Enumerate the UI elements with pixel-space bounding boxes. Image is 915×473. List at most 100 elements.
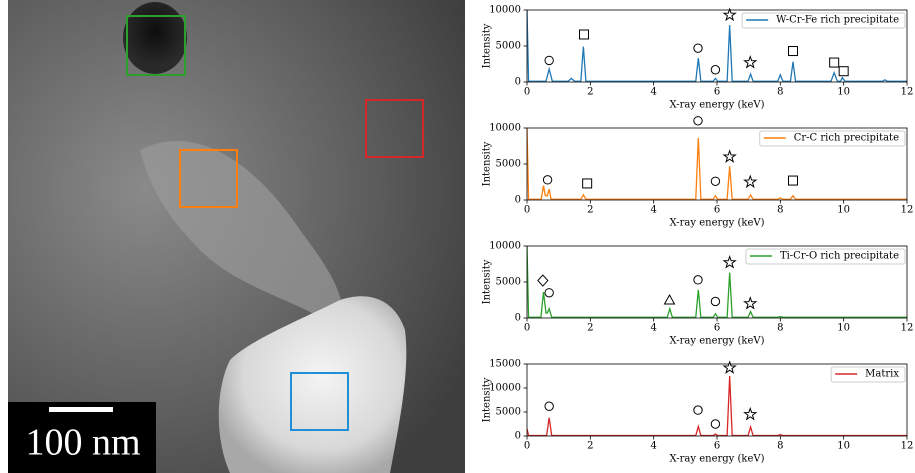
y-tick-label: 10000 [489, 5, 521, 16]
x-tick-label: 12 [901, 323, 914, 334]
legend-box [745, 248, 906, 265]
y-axis-label: Intensity [482, 259, 493, 304]
x-axis-label: X-ray energy (keV) [670, 100, 765, 111]
x-tick-label: 10 [837, 323, 850, 334]
legend-label: Cr-C rich precipitate [794, 133, 899, 144]
x-tick-label: 0 [524, 441, 530, 452]
region-box [126, 15, 186, 76]
x-tick-label: 10 [837, 441, 850, 452]
x-axis-label: X-ray energy (keV) [670, 454, 765, 465]
marker-circle [544, 55, 554, 66]
y-tick-label: 10000 [489, 383, 521, 394]
x-axis-label: X-ray energy (keV) [670, 336, 765, 347]
y-tick-label: 5000 [496, 41, 521, 52]
scale-bar-box [8, 402, 156, 473]
marker-circle [693, 405, 703, 415]
panel: 0 2 4 6 8 10 12 0 5000 10000 X-ray energy (keV) Int… [482, 241, 914, 347]
spectrum-line [527, 10, 907, 82]
panel: 0 2 4 6 8 10 12 0 5000 10000 X-ray energy (keV) Int… [482, 5, 914, 111]
marker-circle [542, 175, 553, 185]
marker-circle [710, 176, 721, 186]
y-axis-label: Intensity [482, 141, 493, 186]
marker-circle [693, 43, 703, 53]
marker-star [722, 149, 737, 163]
x-tick-label: 2 [587, 205, 593, 216]
legend-label: W-Cr-Fe rich precipitate [776, 15, 899, 26]
marker-circle [710, 296, 721, 307]
legend-label: Matrix [865, 369, 899, 380]
marker-star [722, 7, 737, 22]
panel: 0 2 4 6 8 10 12 0 5000 10000 X-ray energy (keV) Int… [482, 116, 913, 229]
x-tick-label: 0 [524, 323, 530, 334]
marker-square [582, 178, 593, 189]
scale-bar-label: 100 nm [25, 422, 140, 464]
marker-star [722, 360, 737, 374]
spectrum-line [527, 246, 907, 318]
marker-circle [710, 419, 721, 429]
spectrum-line [527, 128, 907, 200]
legend-box [830, 366, 906, 383]
y-tick-label: 10000 [489, 123, 521, 134]
x-tick-label: 8 [777, 205, 783, 216]
spectrum-line [527, 375, 907, 436]
x-tick-label: 0 [524, 87, 530, 98]
x-tick-label: 6 [714, 205, 720, 216]
y-tick-label: 5000 [496, 277, 521, 288]
y-tick-label: 5000 [496, 159, 521, 170]
marker-square [838, 66, 849, 77]
legend-box [741, 12, 906, 29]
x-tick-label: 8 [777, 441, 783, 452]
grey-particle [140, 141, 343, 330]
x-tick-label: 8 [777, 87, 783, 98]
y-tick-label: 0 [515, 195, 521, 206]
x-tick-label: 2 [587, 441, 593, 452]
plot-frame [526, 127, 908, 201]
x-tick-label: 12 [901, 441, 914, 452]
legend-label: Ti-Cr-O rich precipitate [780, 251, 899, 262]
y-axis-label: Intensity [482, 377, 493, 422]
x-tick-label: 6 [714, 87, 720, 98]
dark-particle [123, 2, 187, 74]
x-tick-label: 12 [901, 87, 914, 98]
micrograph: 100 nm [8, 0, 465, 473]
y-tick-label: 5000 [496, 407, 521, 418]
x-tick-label: 0 [524, 205, 530, 216]
region-box [179, 149, 238, 208]
marker-square [788, 46, 798, 57]
marker-star [743, 174, 758, 189]
x-tick-label: 2 [587, 323, 593, 334]
y-tick-label: 15000 [489, 359, 521, 370]
legend-box [759, 130, 906, 147]
x-tick-label: 4 [650, 323, 656, 334]
marker-circle [693, 116, 703, 126]
x-tick-label: 10 [837, 87, 850, 98]
marker-circle [693, 275, 703, 285]
marker-square [579, 29, 589, 40]
x-tick-label: 8 [777, 323, 783, 334]
x-tick-label: 6 [714, 323, 720, 334]
y-axis-label: Intensity [482, 23, 493, 68]
region-box [365, 99, 424, 158]
x-tick-label: 4 [650, 87, 656, 98]
y-tick-label: 0 [515, 313, 521, 324]
y-tick-label: 0 [515, 77, 521, 88]
marker-square [829, 57, 840, 68]
scale-bar [49, 407, 113, 412]
marker-diamond [537, 274, 549, 287]
marker-star [743, 406, 758, 421]
x-tick-label: 4 [650, 205, 656, 216]
y-tick-label: 10000 [489, 241, 521, 252]
marker-circle [544, 401, 554, 411]
plot-frame [526, 9, 908, 83]
marker-circle [710, 65, 721, 75]
marker-square [788, 175, 798, 186]
plot-frame [526, 363, 908, 437]
x-axis-label: X-ray energy (keV) [670, 218, 765, 229]
marker-triangle [663, 293, 676, 305]
x-tick-label: 4 [650, 441, 656, 452]
plot-frame [526, 245, 908, 319]
marker-star [722, 255, 737, 269]
x-tick-label: 10 [837, 205, 850, 216]
